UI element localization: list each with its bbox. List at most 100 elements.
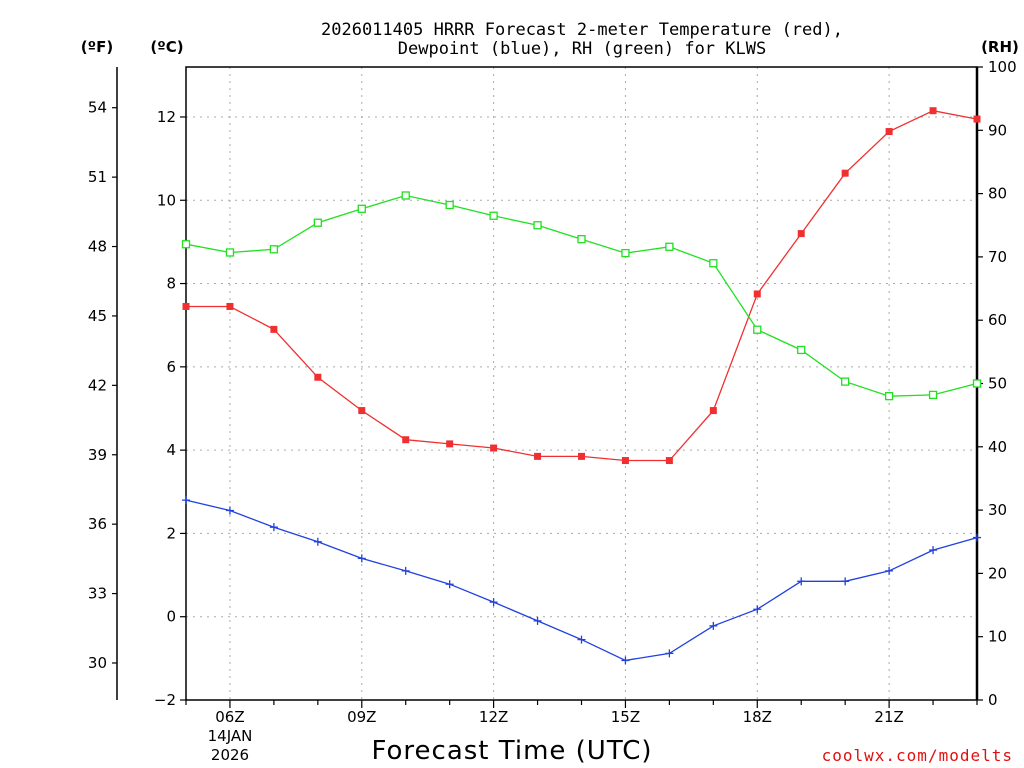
fahrenheit-tick-label-39: 39 <box>88 446 107 464</box>
rh-point-23 <box>972 379 982 388</box>
celsius-tick-label-10: 10 <box>157 191 176 209</box>
date-label-day: 14JAN <box>208 727 253 745</box>
x-tick-label-12Z: 12Z <box>479 708 508 726</box>
temperature-point-23 <box>973 115 981 123</box>
rh-tick-label-40: 40 <box>988 438 1007 456</box>
gridlines <box>186 67 977 700</box>
rh-point-14 <box>577 235 586 244</box>
x-axis-title: Forecast Time (UTC) <box>371 736 652 766</box>
celsius-tick-label-2: 2 <box>166 524 176 542</box>
rh-unit-label: (RH) <box>981 38 1019 56</box>
dewpoint-point-17 <box>709 621 718 630</box>
dewpoint-point-21 <box>885 566 894 575</box>
dewpoint-point-18 <box>753 605 762 614</box>
temperature-point-5 <box>182 302 190 310</box>
temperature-point-10 <box>402 436 410 444</box>
fahrenheit-tick-label-51: 51 <box>88 168 107 186</box>
temperature-point-14 <box>578 452 585 460</box>
fahrenheit-tick-label-36: 36 <box>88 515 107 533</box>
plot-frame <box>185 66 978 701</box>
celsius-tick-label-0: 0 <box>166 608 176 626</box>
temperature-point-21 <box>885 128 893 136</box>
temperature-point-7 <box>270 325 278 333</box>
dewpoint-point-16 <box>665 649 674 658</box>
temperature-point-15 <box>621 457 629 465</box>
temperature-point-18 <box>753 290 761 298</box>
rh-point-12 <box>489 211 498 220</box>
dewpoint-point-7 <box>269 523 278 532</box>
dewpoint-point-19 <box>797 577 806 586</box>
temperature-point-22 <box>929 107 937 115</box>
rh-point-11 <box>445 200 454 210</box>
temperature-point-8 <box>314 373 322 381</box>
rh-tick-label-90: 90 <box>988 121 1007 139</box>
rh-tick-label-60: 60 <box>988 311 1007 329</box>
rh-line <box>185 194 978 397</box>
dewpoint-point-8 <box>313 537 322 546</box>
rh-point-13 <box>533 221 542 230</box>
rh-point-6 <box>225 248 235 257</box>
dewpoint-point-15 <box>621 656 630 665</box>
chart-title-line2: Dewpoint (blue), RH (green) for KLWS <box>398 39 766 59</box>
rh-point-7 <box>269 245 279 254</box>
celsius-tick-label--2: −2 <box>154 691 176 709</box>
rh-tick-label-20: 20 <box>988 564 1007 582</box>
rh-tick-label-100: 100 <box>988 58 1017 76</box>
rh-point-18 <box>753 325 762 334</box>
rh-point-8 <box>313 218 322 227</box>
fahrenheit-tick-label-42: 42 <box>88 376 107 394</box>
chart-title-line1: 2026011405 HRRR Forecast 2-meter Tempera… <box>321 20 843 40</box>
celsius-tick-label-6: 6 <box>166 358 176 376</box>
dewpoint-point-5 <box>182 496 190 505</box>
celsius-tick-label-4: 4 <box>166 441 176 459</box>
temperature-point-17 <box>709 407 717 415</box>
temperature-point-9 <box>358 407 366 415</box>
rh-tick-label-70: 70 <box>988 248 1007 266</box>
series-layer <box>181 107 982 665</box>
rh-point-21 <box>884 392 894 401</box>
fahrenheit-tick-label-30: 30 <box>88 654 107 672</box>
temperature-point-12 <box>490 444 498 452</box>
rh-point-9 <box>357 204 366 213</box>
celsius-tick-label-8: 8 <box>166 275 176 293</box>
temperature-point-11 <box>446 440 454 448</box>
temperature-point-20 <box>841 169 849 177</box>
rh-point-10 <box>401 191 410 200</box>
rh-tick-label-30: 30 <box>988 501 1007 519</box>
rh-point-22 <box>928 390 938 400</box>
rh-tick-label-0: 0 <box>988 691 998 709</box>
fahrenheit-unit-label: (ºF) <box>81 38 113 56</box>
temperature-point-16 <box>665 457 673 465</box>
dewpoint-point-9 <box>357 554 366 563</box>
x-tick-label-06Z: 06Z <box>215 708 244 726</box>
dewpoint-point-13 <box>533 616 542 625</box>
source-credit: coolwx.com/modelts <box>822 746 1013 765</box>
rh-tick-label-50: 50 <box>988 375 1007 393</box>
date-label-year: 2026 <box>211 746 249 764</box>
rh-tick-label-80: 80 <box>988 185 1007 203</box>
fahrenheit-tick-label-45: 45 <box>88 307 107 325</box>
rh-point-17 <box>709 259 718 268</box>
rh-point-20 <box>841 377 850 386</box>
dewpoint-point-6 <box>225 506 234 515</box>
axes: −2 0 2 4 6 8 10 12 30 33 36 39 42 45 48 51 54 0 10 20 30 40 50… <box>88 58 1017 726</box>
dewpoint-point-22 <box>929 546 938 555</box>
fahrenheit-tick-label-48: 48 <box>88 238 107 256</box>
dewpoint-point-12 <box>489 598 498 607</box>
celsius-unit-label: (ºC) <box>150 38 183 56</box>
temperature-point-6 <box>226 302 234 310</box>
dewpoint-point-20 <box>841 577 850 586</box>
dewpoint-point-14 <box>577 635 586 644</box>
fahrenheit-tick-label-54: 54 <box>88 99 107 117</box>
dewpoint-point-11 <box>445 580 454 589</box>
dewpoint-point-23 <box>973 533 981 542</box>
rh-point-5 <box>181 240 191 249</box>
celsius-tick-label-12: 12 <box>157 108 176 126</box>
x-tick-label-18Z: 18Z <box>743 708 772 726</box>
rh-point-16 <box>665 242 674 251</box>
rh-point-15 <box>621 248 630 258</box>
x-tick-label-21Z: 21Z <box>874 708 903 726</box>
rh-point-19 <box>797 345 806 355</box>
temperature-point-13 <box>534 452 542 460</box>
